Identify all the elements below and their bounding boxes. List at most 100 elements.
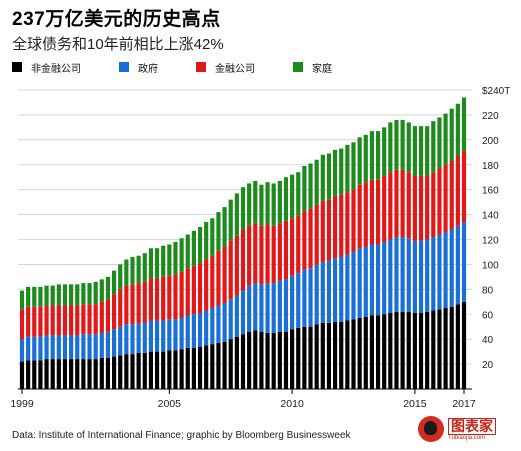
- bar-segment-financial: [154, 278, 160, 321]
- bar-segment-nonfinancial: [418, 313, 424, 389]
- chart-title: 237万亿美元的历史高点: [12, 9, 221, 30]
- bar-segment-financial: [26, 306, 31, 337]
- bar-segment-household: [314, 159, 319, 205]
- bar-segment-nonfinancial: [259, 331, 264, 389]
- bar-segment-government: [265, 283, 270, 333]
- bar-segment-nonfinancial: [314, 324, 319, 389]
- legend: 非金融公司 政府 金融公司 家庭: [12, 60, 370, 75]
- bar-segment-household: [191, 230, 196, 266]
- bar-segment-financial: [148, 278, 154, 321]
- bar-segment-financial: [240, 229, 246, 291]
- bar-segment-nonfinancial: [332, 321, 338, 389]
- bar-segment-government: [302, 269, 307, 327]
- bar-segment-financial: [44, 305, 49, 336]
- bar-segment-financial: [332, 195, 338, 259]
- y-tick-label: 100: [482, 260, 499, 271]
- bar-segment-government: [461, 222, 467, 302]
- logo-head-icon: [418, 416, 444, 442]
- y-tick-label: 160: [482, 186, 499, 197]
- bar-segment-government: [56, 335, 61, 360]
- bar-segment-household: [271, 183, 276, 226]
- bar-segment-household: [332, 149, 338, 196]
- bar-segment-financial: [253, 223, 258, 284]
- bar-segment-government: [418, 240, 424, 314]
- bar-segment-nonfinancial: [185, 347, 190, 389]
- bar-segment-government: [271, 283, 276, 333]
- bar-segment-financial: [265, 224, 270, 284]
- bar-segment-household: [339, 148, 344, 195]
- bar-segment-nonfinancial: [118, 355, 123, 389]
- bar-segment-financial: [363, 182, 368, 247]
- bar-segment-household: [345, 144, 350, 193]
- bar-segment-government: [87, 334, 92, 360]
- bar-segment-household: [154, 248, 160, 279]
- bar-segment-government: [437, 234, 442, 310]
- bar-segment-nonfinancial: [111, 356, 117, 389]
- bar-segment-household: [320, 154, 325, 201]
- bar-segment-financial: [136, 283, 141, 323]
- bar-segment-government: [99, 332, 104, 358]
- y-tick-label: 200: [482, 136, 499, 147]
- bar-segment-household: [277, 180, 282, 224]
- y-tick-label: 60: [482, 310, 494, 321]
- bar-segment-nonfinancial: [179, 349, 184, 389]
- bar-segment-financial: [412, 175, 417, 241]
- bar-segment-household: [87, 283, 92, 305]
- bar-segment-nonfinancial: [406, 311, 411, 389]
- bar-segment-nonfinancial: [124, 354, 129, 389]
- bar-segment-nonfinancial: [290, 329, 295, 389]
- bar-segment-government: [277, 280, 282, 332]
- bar-segment-government: [124, 324, 129, 355]
- bar-segment-government: [136, 322, 141, 353]
- bar-segment-nonfinancial: [455, 304, 460, 389]
- bar-segment-nonfinancial: [388, 313, 393, 389]
- bar-segment-nonfinancial: [369, 315, 375, 389]
- bar-segment-nonfinancial: [240, 334, 246, 389]
- bar-segment-financial: [437, 168, 442, 235]
- bar-segment-government: [197, 313, 203, 347]
- y-tick-label: 220: [482, 111, 499, 122]
- bar-segment-nonfinancial: [449, 306, 454, 389]
- bar-segment-government: [369, 244, 375, 316]
- bar-segment-financial: [388, 172, 393, 240]
- bar-segment-household: [210, 218, 215, 256]
- bar-segment-household: [418, 126, 424, 176]
- bar-segment-financial: [81, 304, 86, 335]
- bar-segment-household: [265, 182, 270, 225]
- bar-segment-household: [93, 281, 98, 305]
- bar-segment-nonfinancial: [253, 330, 258, 389]
- bar-segment-household: [240, 187, 246, 230]
- bar-segment-financial: [314, 204, 319, 265]
- bar-segment-nonfinancial: [357, 317, 362, 389]
- bar-segment-household: [259, 184, 264, 226]
- bar-segment-government: [253, 283, 258, 331]
- bar-segment-government: [32, 336, 37, 361]
- bar-segment-government: [332, 258, 338, 322]
- bar-segment-financial: [296, 215, 301, 274]
- bar-segment-household: [425, 126, 430, 176]
- bar-segment-government: [191, 314, 196, 348]
- bar-segment-nonfinancial: [154, 351, 160, 389]
- bar-segment-household: [50, 285, 55, 306]
- bar-segment-nonfinancial: [87, 359, 92, 389]
- bar-segment-government: [69, 335, 74, 360]
- legend-label-government: 政府: [138, 63, 158, 75]
- bar-segment-financial: [210, 255, 215, 309]
- y-tick-label: 140: [482, 211, 499, 222]
- bar-segment-government: [406, 238, 411, 312]
- bar-segment-financial: [173, 274, 178, 320]
- bar-segment-household: [455, 103, 460, 157]
- bar-segment-nonfinancial: [105, 357, 111, 389]
- legend-swatch-household: [293, 62, 303, 72]
- bar-segment-financial: [375, 179, 381, 245]
- bar-segment-nonfinancial: [99, 357, 104, 389]
- logo-url: Tubiaojia.com: [448, 434, 486, 441]
- bar-segment-household: [363, 134, 368, 183]
- legend-item-financial: 金融公司: [196, 60, 255, 75]
- bar-segment-financial: [302, 210, 307, 270]
- bar-segment-government: [222, 303, 227, 342]
- bar-segment-nonfinancial: [75, 359, 80, 389]
- bar-segment-government: [308, 268, 313, 327]
- brand-logo: 图表家 Tubiaojia.com: [418, 416, 496, 442]
- bar-segment-household: [443, 113, 448, 165]
